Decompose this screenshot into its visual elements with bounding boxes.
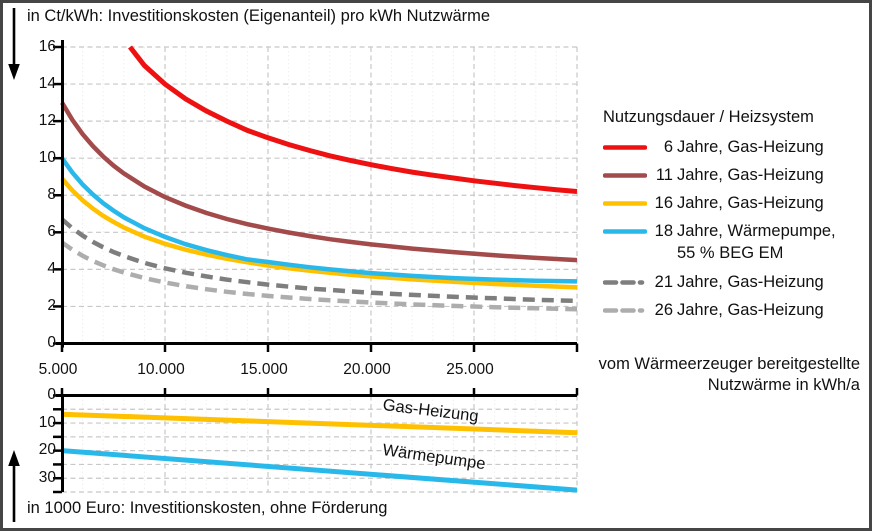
bottom-y-tick-label: 20 — [38, 441, 56, 459]
legend-entry-label-line2: 55 % BEG EM — [677, 244, 784, 262]
legend-entry-years: 18 — [654, 222, 673, 240]
main-y-tick-label: 4 — [47, 259, 56, 277]
legend-line-swatch — [603, 229, 647, 234]
main-y-tick-label: 10 — [38, 148, 56, 166]
legend-entry-label: 26 Jahre, Gas-Heizung — [652, 299, 824, 321]
legend-entry-years: 26 — [654, 301, 673, 319]
legend: Nutzungsdauer / Heizsystem 6 Jahre, Gas-H… — [603, 108, 865, 327]
bottom-chart-title: in 1000 Euro: Investitionskosten, ohne F… — [27, 499, 388, 517]
legend-entry: 11 Jahre, Gas-Heizung — [603, 164, 865, 186]
x-axis-label-line1: vom Wärmeerzeuger bereitgestellte — [598, 355, 860, 373]
legend-line-swatch — [603, 173, 647, 178]
legend-dashed-line-swatch — [603, 280, 647, 285]
x-tick-label: 25.000 — [446, 361, 494, 378]
main-y-tick-label: 2 — [47, 296, 56, 314]
x-tick-label: 5.000 — [38, 361, 78, 378]
legend-entry: 16 Jahre, Gas-Heizung — [603, 192, 865, 214]
legend-title: Nutzungsdauer / Heizsystem — [603, 108, 814, 126]
bottom-y-tick-label: 0 — [47, 386, 56, 403]
legend-entry-years: 6 — [663, 138, 673, 156]
legend-line-swatch — [603, 201, 647, 206]
x-tick-label: 10.000 — [137, 361, 185, 378]
legend-line-swatch — [603, 145, 647, 150]
legend-dashed-line-swatch — [603, 308, 647, 313]
main-y-tick-label: 6 — [47, 222, 56, 240]
x-axis-label-line2: Nutzwärme in kWh/a — [707, 376, 860, 394]
legend-entry: 6 Jahre, Gas-Heizung — [603, 136, 865, 158]
top-chart-title: in Ct/kWh: Investitionskosten (Eigenante… — [27, 7, 491, 25]
legend-entry-label: 18 Jahre, Wärmepumpe, 55 % BEG EM — [652, 220, 836, 264]
bottom-y-tick-label: 10 — [38, 413, 56, 431]
legend-entry: 21 Jahre, Gas-Heizung — [603, 271, 865, 293]
x-tick-label: 20.000 — [343, 361, 391, 378]
main-y-tick-label: 8 — [47, 185, 56, 203]
legend-entry-label: 16 Jahre, Gas-Heizung — [652, 192, 824, 214]
main-y-tick-label: 16 — [38, 37, 56, 55]
legend-entry-label: 11 Jahre, Gas-Heizung — [652, 164, 824, 186]
legend-entries: 6 Jahre, Gas-Heizung 11 Jahre, Gas-Heizung 1… — [603, 136, 865, 321]
main-y-tick-label: 0 — [47, 334, 56, 351]
main-y-tick-label: 14 — [38, 74, 56, 92]
legend-entry: 26 Jahre, Gas-Heizung — [603, 299, 865, 321]
legend-entry-years: 11 — [655, 166, 673, 184]
legend-entry-years: 16 — [654, 194, 673, 212]
legend-entry: 18 Jahre, Wärmepumpe, 55 % BEG EM — [603, 220, 865, 264]
legend-entry-label: 6 Jahre, Gas-Heizung — [652, 136, 824, 158]
legend-entry-label: 21 Jahre, Gas-Heizung — [652, 271, 824, 293]
bottom-y-tick-label: 30 — [38, 468, 56, 486]
x-axis-label: vom Wärmeerzeuger bereitgestellte Nutzwä… — [599, 354, 860, 396]
axis-direction-down-icon — [8, 8, 20, 80]
legend-entry-years: 21 — [654, 273, 673, 291]
axis-direction-up-icon — [8, 450, 20, 522]
main-y-tick-label: 12 — [38, 111, 56, 129]
x-tick-label: 15.000 — [240, 361, 288, 378]
